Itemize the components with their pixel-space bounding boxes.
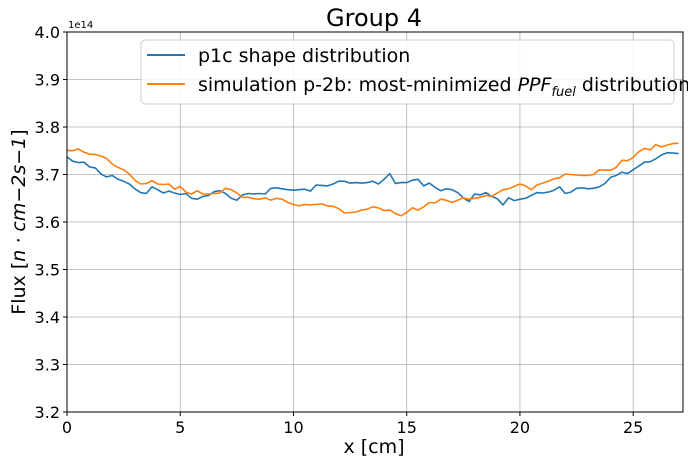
legend-label-p1c: p1c shape distribution xyxy=(198,45,410,67)
y-axis-label-math: n · cm−2s−1 xyxy=(8,137,30,262)
legend-label-simulation-sub: fuel xyxy=(551,85,576,100)
legend-box xyxy=(140,39,675,105)
legend-label-simulation-math: PPF xyxy=(518,74,553,96)
series-line-simulation xyxy=(66,142,679,217)
legend-label-simulation: simulation p-2b: most-minimized PPFfuel … xyxy=(198,74,688,100)
series-line-p1c xyxy=(66,151,679,206)
x-tick-label: 20 xyxy=(510,418,530,437)
y-axis-label-suffix: ] xyxy=(8,129,30,136)
y-tick-label: 3.5 xyxy=(35,261,60,280)
x-tick-label: 0 xyxy=(62,418,72,437)
y-axis-ticks: 3.2 3.3 3.4 3.5 3.6 3.7 3.8 3.9 4.0 xyxy=(35,23,67,422)
legend: p1c shape distribution simulation p-2b: … xyxy=(140,39,688,105)
y-tick-label: 3.2 xyxy=(35,403,60,422)
y-offset-label: 1e14 xyxy=(68,20,93,31)
x-axis-ticks: 0 5 10 15 20 25 xyxy=(62,412,643,437)
y-tick-label: 3.3 xyxy=(35,356,60,375)
y-tick-label: 3.9 xyxy=(35,71,60,90)
y-tick-label: 3.8 xyxy=(35,118,60,137)
x-tick-label: 25 xyxy=(623,418,643,437)
legend-label-simulation-text: simulation p-2b: most-minimized xyxy=(198,74,518,96)
y-tick-label: 4.0 xyxy=(35,23,60,42)
x-axis-label: x [cm] xyxy=(343,436,404,458)
x-tick-label: 5 xyxy=(175,418,185,437)
y-tick-label: 3.7 xyxy=(35,166,60,185)
x-tick-label: 10 xyxy=(283,418,303,437)
y-axis-label-prefix: Flux [ xyxy=(8,262,30,315)
y-tick-label: 3.4 xyxy=(35,308,60,327)
series-lines xyxy=(66,142,679,217)
y-tick-label: 3.6 xyxy=(35,213,60,232)
legend-label-simulation-suffix: distribution xyxy=(576,74,688,96)
y-axis-label: Flux [n · cm−2s−1] xyxy=(8,129,30,314)
x-tick-label: 15 xyxy=(397,418,417,437)
chart-title: Group 4 xyxy=(326,4,422,32)
